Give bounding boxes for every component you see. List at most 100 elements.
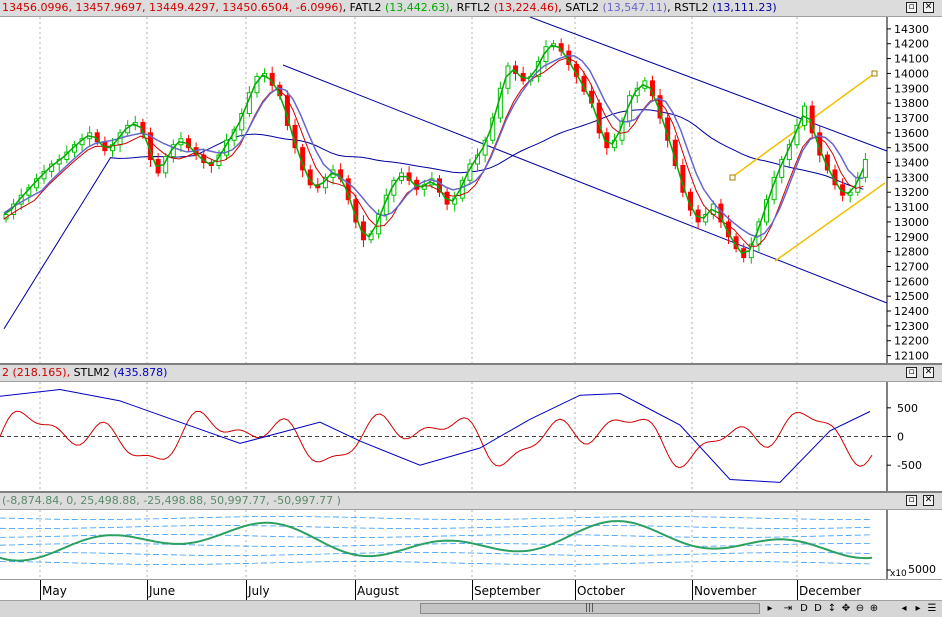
y-tick-label: 12500 [894, 290, 929, 303]
y-tick-label: 13100 [894, 201, 929, 214]
satl-label: SATL2 [565, 1, 599, 14]
y-tick-label: 13000 [894, 216, 929, 229]
y-tick-label: 13700 [894, 112, 929, 125]
channel-handle [871, 70, 878, 77]
month-label: September [474, 584, 541, 598]
close-panel-button[interactable]: ✕ [923, 367, 934, 378]
move-icon[interactable]: ✥ [841, 603, 851, 614]
band-level-line [0, 525, 871, 529]
band-level-line [0, 552, 871, 556]
y-tick-label: 14000 [894, 67, 929, 80]
close-panel-button[interactable]: ✕ [923, 2, 934, 13]
channel-handle [729, 174, 736, 181]
scroll-right-icon[interactable]: ▸ [767, 603, 773, 614]
y-tick-label: 5000 [908, 563, 936, 576]
y-tick-label: 14200 [894, 38, 929, 51]
candle-body [862, 159, 868, 178]
y-tick-label: 13200 [894, 186, 929, 199]
band-signal-line [0, 520, 873, 562]
stlm-value: (435.878) [113, 366, 168, 379]
maximize-panel-button[interactable]: ▫ [906, 2, 917, 13]
y-tick-label: 12100 [894, 350, 929, 363]
next-icon[interactable]: ▸ [915, 603, 921, 614]
fatl-label: FATL2 [349, 1, 382, 14]
scroll-grip-icon[interactable]: ||| [585, 603, 595, 613]
rftl-value: (13,224.46) [493, 1, 559, 14]
stlm-label: STLM2 [73, 366, 110, 379]
month-label: November [694, 584, 757, 598]
y-tick-label: 12700 [894, 260, 929, 273]
y-tick-label: 13900 [894, 82, 929, 95]
band-level-line [0, 561, 871, 565]
oscillator-panel-header: 2 (218.165), STLM2 (435.878) ▫ ✕ [0, 365, 942, 382]
y-tick-label: 14300 [894, 23, 929, 36]
zoom-in-icon[interactable]: ⊕ [869, 603, 879, 614]
unit-label: x10 [890, 569, 907, 579]
band-panel-header: (-8,874.84, 0, 25,498.88, -25,498.88, 50… [0, 493, 942, 510]
fatl-line [3, 44, 865, 254]
month-label: July [248, 584, 270, 598]
y-tick-label: 13300 [894, 171, 929, 184]
month-label: October [577, 584, 626, 598]
maximize-panel-button[interactable]: ▫ [906, 495, 917, 506]
oscillator-chart: 500 0 -500 [0, 382, 922, 491]
previous-icon[interactable]: ◂ [901, 603, 907, 614]
rftl-label: RFTL2 [456, 1, 491, 14]
band-level-line [0, 543, 870, 547]
resize-vertical-icon[interactable]: ↕ [827, 603, 837, 614]
y-tick-label: 12400 [894, 305, 929, 318]
bottom-toolbar: ||| ▸ ⇥ D D ↕ ✥ ⊖ ⊕ ◂ ▸ ☰ [0, 600, 942, 617]
y-tick-label: 12900 [894, 231, 929, 244]
price-panel: 14300 14200 14100 14000 13900 13800 13700 13600… [0, 17, 942, 363]
end-icon[interactable]: ⇥ [783, 603, 793, 614]
price-legend: 13456.0996, 13457.9697, 13449.4297, 1345… [2, 1, 777, 14]
y-tick-label: 13400 [894, 157, 929, 170]
maximize-panel-button[interactable]: ▫ [906, 367, 917, 378]
horizontal-scrollbar[interactable]: ||| [420, 603, 760, 614]
list-icon[interactable]: ☰ [927, 603, 937, 614]
y-tick-label: 12200 [894, 335, 929, 348]
rstl-value: (13,111.23) [712, 1, 777, 14]
price-panel-header: 13456.0996, 13457.9697, 13449.4297, 1345… [0, 0, 942, 17]
date-axis: May June July August September October N… [0, 579, 942, 601]
stlm-line [0, 388, 871, 483]
month-label: May [42, 584, 67, 598]
band-level-line [0, 516, 871, 520]
y-tick-label: 12800 [894, 246, 929, 259]
month-label: December [799, 584, 862, 598]
trend-line [529, 17, 888, 152]
rftl-line [3, 57, 864, 247]
satl-line [3, 55, 864, 238]
y-tick-label: 13600 [894, 127, 929, 140]
channel-line [774, 182, 886, 262]
y-tick-label: 0 [897, 431, 904, 444]
oscillator-value: 2 (218.165), [2, 366, 71, 379]
satl-value: (13,547.11) [602, 1, 668, 14]
rstl-line [3, 109, 864, 330]
daily-icon[interactable]: D [800, 603, 808, 614]
period-icon[interactable]: D [814, 603, 822, 614]
band-chart: x10 5000 [0, 510, 936, 579]
y-tick-label: 12600 [894, 275, 929, 288]
close-panel-button[interactable]: ✕ [923, 495, 934, 506]
oscillator-legend: 2 (218.165), STLM2 (435.878) [2, 366, 167, 380]
month-label: June [149, 584, 176, 598]
panel-separator[interactable] [0, 491, 942, 493]
month-label: August [357, 584, 399, 598]
oscillator-panel: 500 0 -500 [0, 382, 942, 491]
y-tick-label: 12300 [894, 320, 929, 333]
panel-separator[interactable] [0, 363, 942, 365]
y-tick-label: 13800 [894, 97, 929, 110]
y-tick-label: -500 [897, 459, 922, 472]
y-tick-label: 13500 [894, 142, 929, 155]
zoom-out-icon[interactable]: ⊖ [855, 603, 865, 614]
rstl-label: RSTL2 [674, 1, 709, 14]
y-tick-label: 14100 [894, 53, 929, 66]
oscillator-red-line [0, 410, 873, 469]
y-tick-label: 500 [897, 402, 918, 415]
trend-line [282, 64, 888, 304]
band-panel: x10 5000 [0, 510, 942, 579]
band-legend: (-8,874.84, 0, 25,498.88, -25,498.88, 50… [2, 494, 341, 508]
band-values: (-8,874.84, 0, 25,498.88, -25,498.88, 50… [2, 494, 341, 507]
